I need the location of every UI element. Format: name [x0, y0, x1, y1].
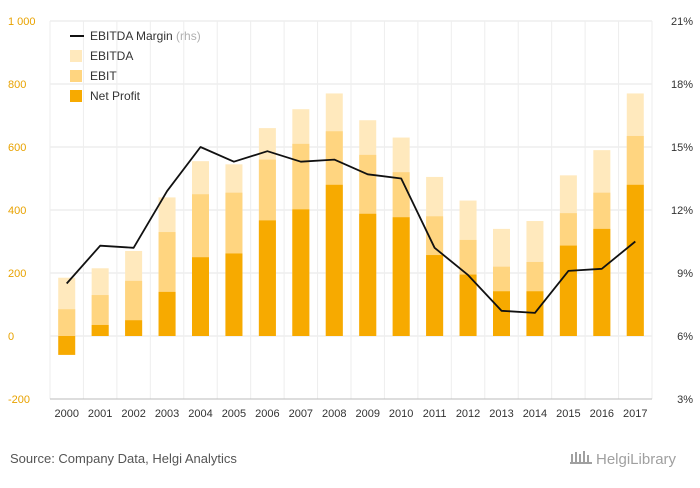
legend-swatch — [70, 90, 82, 102]
legend-label-suffix: (rhs) — [176, 29, 201, 43]
line-ebitda-margin — [66, 146, 636, 314]
left-axis-tick-label: 1 000 — [8, 16, 36, 28]
legend-label: Net Profit — [90, 89, 141, 103]
footer: Source: Company Data, Helgi Analytics He… — [10, 451, 677, 468]
x-axis-tick-label: 2010 — [389, 408, 413, 420]
x-axis-tick-label: 2007 — [289, 408, 313, 420]
line-layer — [66, 146, 636, 314]
bar-net-profit — [392, 217, 410, 336]
bar-net-profit — [493, 291, 510, 336]
bar-layer — [58, 93, 644, 355]
legend-item-ebitda: EBITDA — [70, 49, 133, 63]
legend-swatch — [70, 70, 82, 82]
legend-item-ebitda-margin: EBITDA Margin (rhs) — [70, 29, 201, 43]
legend-label: EBITDA — [90, 49, 133, 63]
x-axis-tick-label: 2017 — [623, 408, 647, 420]
bar-net-profit — [58, 336, 76, 355]
x-axis-tick-label: 2005 — [222, 408, 246, 420]
bar-net-profit — [225, 253, 243, 336]
axis-layer: -200 0 200 400 600 800 1 000 3% 6% 9% 12% 15% 18% 21%… — [8, 16, 693, 420]
bar-ebit — [58, 309, 76, 336]
x-axis-tick-label: 2002 — [121, 408, 145, 420]
bar-net-profit — [158, 291, 176, 336]
building-icon — [570, 451, 592, 464]
right-axis-tick-label: 9% — [677, 268, 693, 280]
left-axis-tick-label: 200 — [8, 268, 26, 280]
legend-swatch — [70, 50, 82, 62]
left-axis-tick-label: 800 — [8, 79, 26, 91]
legend-item-net-profit: Net Profit — [70, 89, 141, 103]
right-axis-tick-label: 6% — [677, 331, 693, 343]
x-axis-tick-label: 2006 — [255, 408, 279, 420]
left-axis-tick-label: -200 — [8, 394, 30, 406]
x-axis-tick-label: 2001 — [88, 408, 112, 420]
bar-net-profit — [626, 184, 644, 336]
left-axis-tick-label: 600 — [8, 142, 26, 154]
bar-net-profit — [426, 255, 444, 336]
source-note: Source: Company Data, Helgi Analytics — [10, 451, 237, 466]
bar-net-profit — [192, 257, 209, 336]
bar-net-profit — [125, 320, 143, 336]
left-axis-tick-label: 0 — [8, 331, 14, 343]
x-axis-tick-label: 2009 — [355, 408, 379, 420]
right-axis-tick-label: 3% — [677, 394, 693, 406]
bar-net-profit — [258, 220, 276, 336]
bar-net-profit — [325, 184, 343, 336]
bar-net-profit — [359, 213, 377, 336]
helgi-logo: HelgiLibrary — [570, 451, 677, 468]
legend-label: EBITDA Margin (rhs) — [90, 29, 201, 43]
x-axis-tick-label: 2012 — [456, 408, 480, 420]
x-axis-tick-label: 2013 — [489, 408, 513, 420]
x-axis-tick-label: 2014 — [523, 408, 547, 420]
bar-net-profit — [91, 324, 109, 336]
right-axis-tick-label: 12% — [671, 205, 693, 217]
x-axis-tick-label: 2008 — [322, 408, 346, 420]
logo-text: HelgiLibrary — [596, 451, 677, 468]
legend: EBITDA Margin (rhs) EBITDA EBIT Net Profit — [70, 29, 201, 103]
legend-label: EBIT — [90, 69, 117, 83]
bar-net-profit — [459, 274, 477, 336]
right-axis-tick-label: 18% — [671, 79, 693, 91]
bar-net-profit — [559, 245, 577, 336]
bar-net-profit — [292, 209, 310, 336]
bar-net-profit — [593, 228, 611, 336]
left-axis-tick-label: 400 — [8, 205, 26, 217]
right-axis-tick-label: 15% — [671, 142, 693, 154]
x-axis-tick-label: 2016 — [590, 408, 614, 420]
right-axis-tick-label: 21% — [671, 16, 693, 28]
x-axis-tick-label: 2011 — [423, 408, 447, 420]
x-axis-tick-label: 2004 — [188, 408, 212, 420]
x-axis-tick-label: 2003 — [155, 408, 179, 420]
grid-layer — [49, 20, 653, 400]
x-axis-tick-label: 2015 — [556, 408, 580, 420]
legend-item-ebit: EBIT — [70, 69, 117, 83]
x-axis-tick-label: 2000 — [54, 408, 78, 420]
